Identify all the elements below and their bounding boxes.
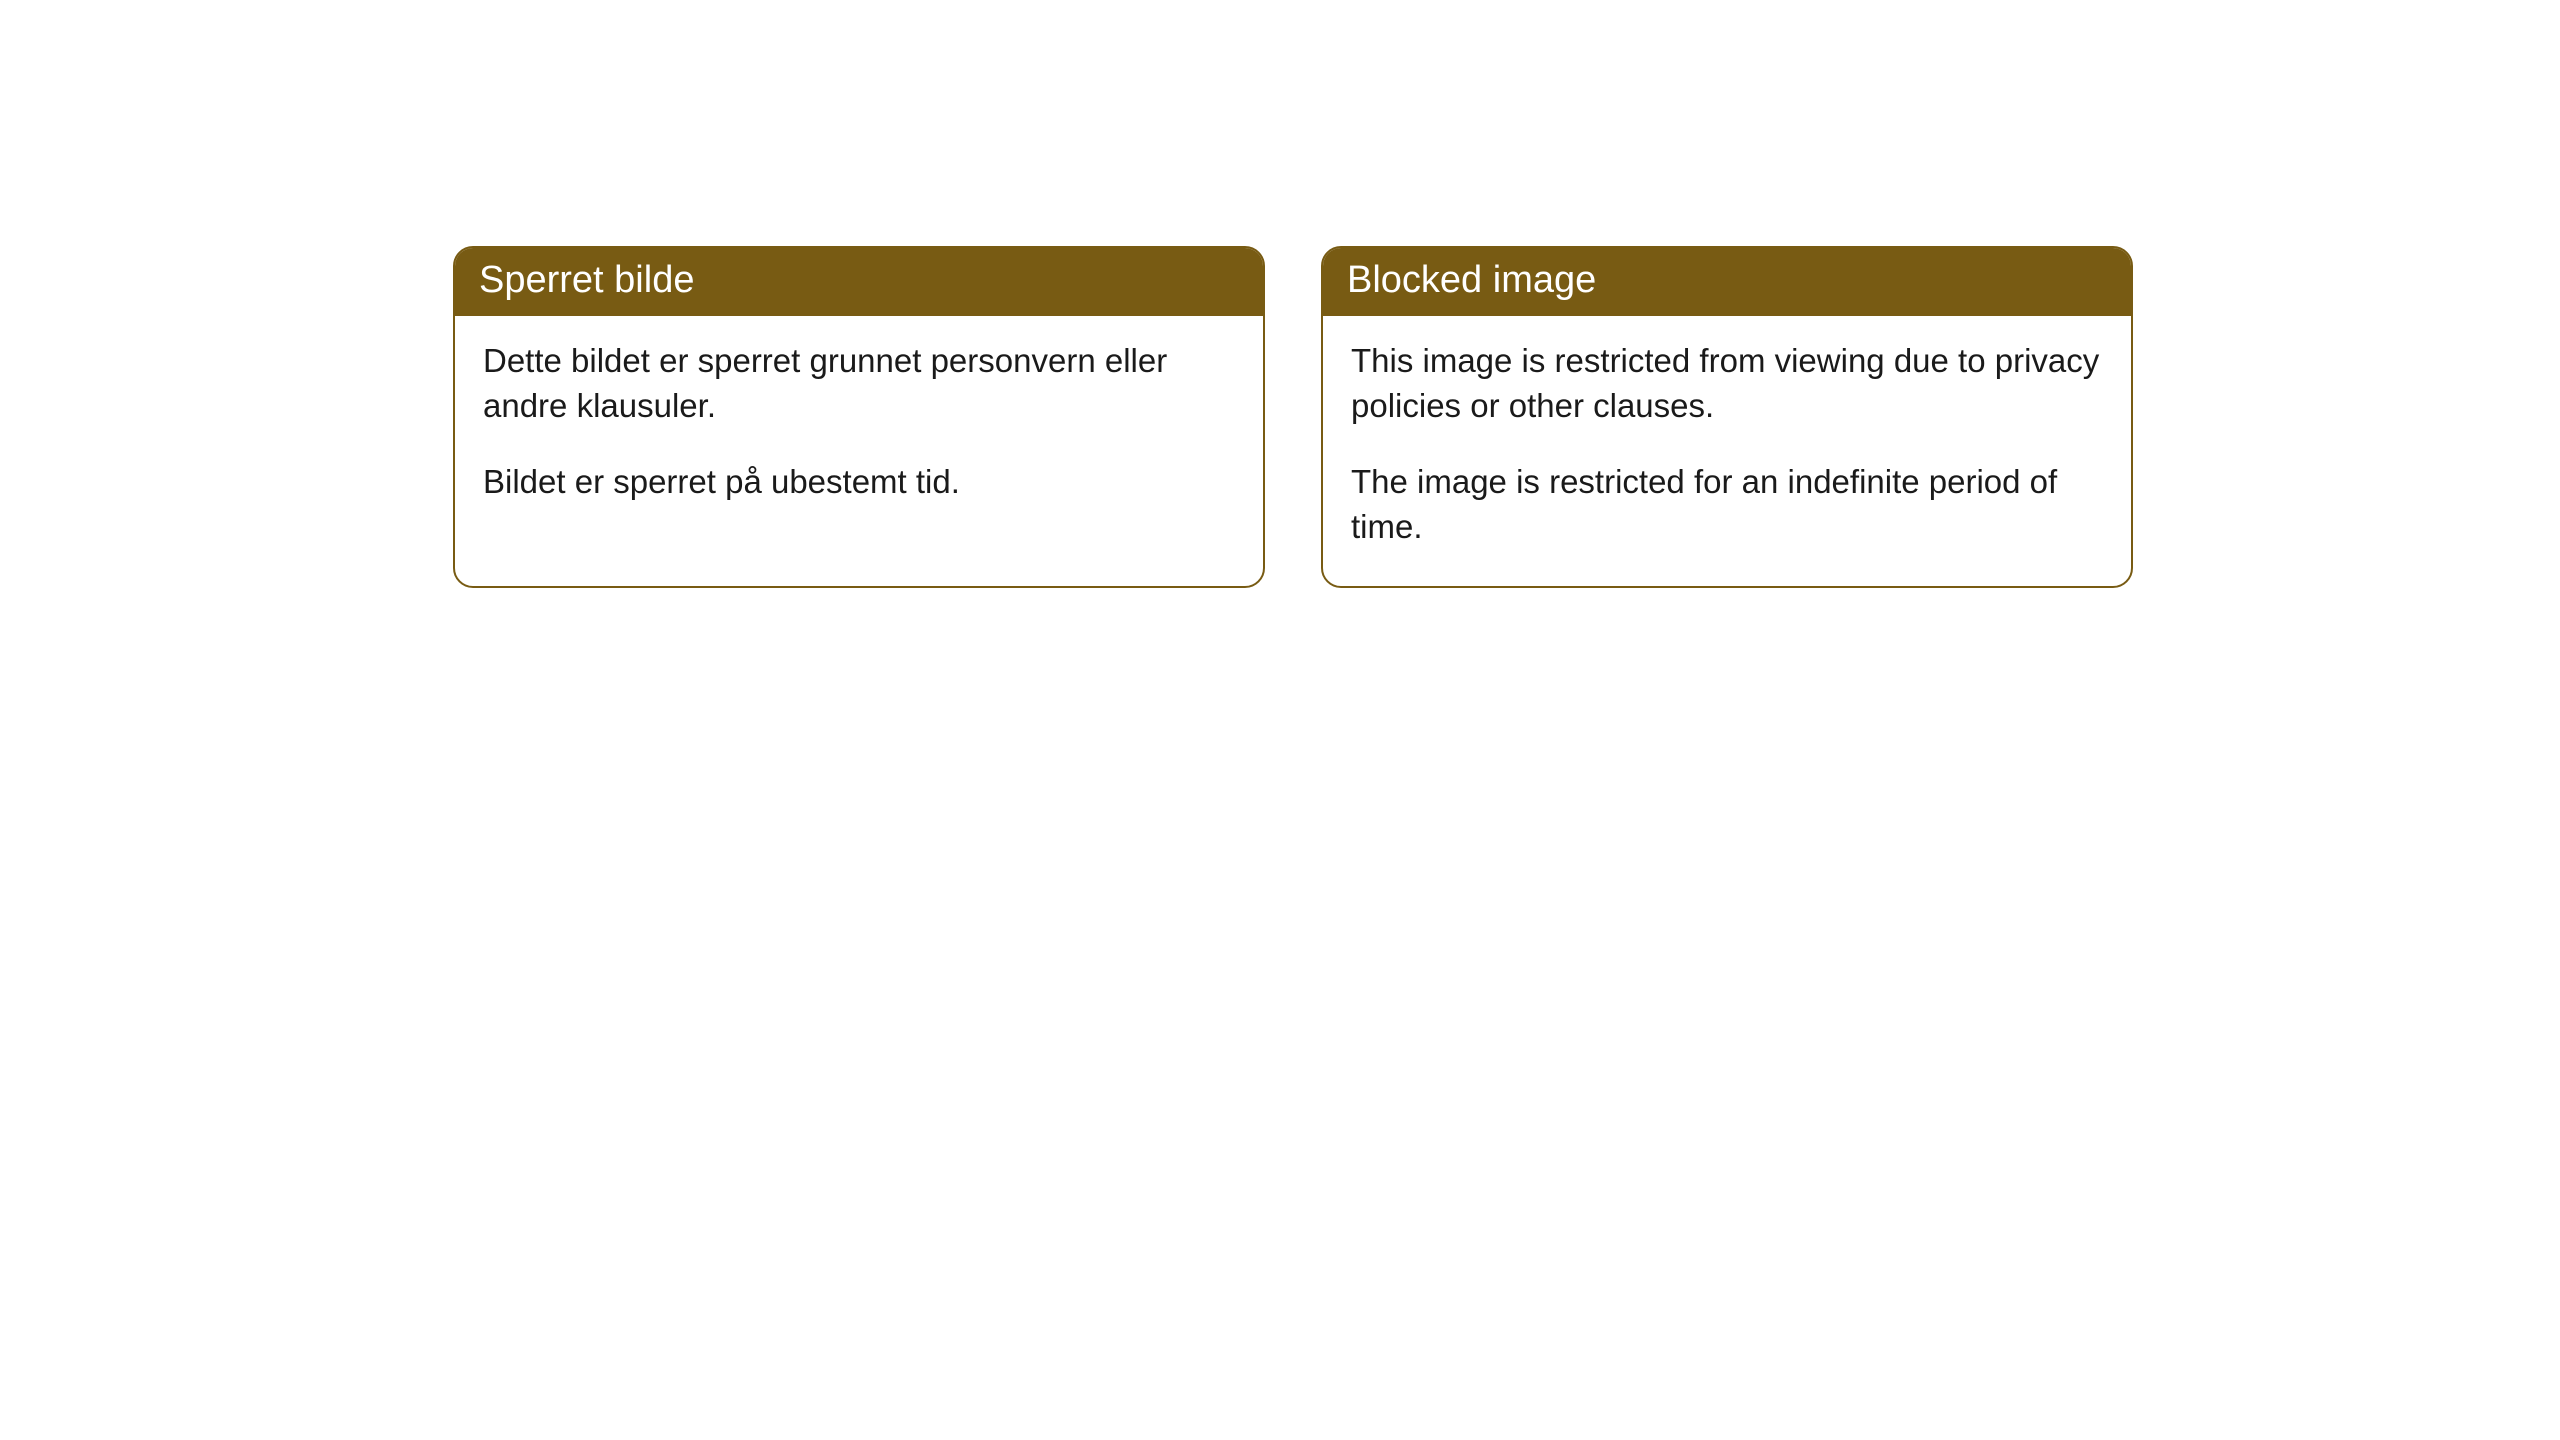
card-body-norwegian: Dette bildet er sperret grunnet personve… [455,316,1263,541]
card-paragraph: The image is restricted for an indefinit… [1351,459,2103,550]
card-paragraph: Dette bildet er sperret grunnet personve… [483,338,1235,429]
card-paragraph: This image is restricted from viewing du… [1351,338,2103,429]
blocked-image-card-norwegian: Sperret bilde Dette bildet er sperret gr… [453,246,1265,588]
cards-container: Sperret bilde Dette bildet er sperret gr… [0,0,2560,588]
blocked-image-card-english: Blocked image This image is restricted f… [1321,246,2133,588]
card-paragraph: Bildet er sperret på ubestemt tid. [483,459,1235,505]
card-header-norwegian: Sperret bilde [455,248,1263,316]
card-header-english: Blocked image [1323,248,2131,316]
card-body-english: This image is restricted from viewing du… [1323,316,2131,586]
